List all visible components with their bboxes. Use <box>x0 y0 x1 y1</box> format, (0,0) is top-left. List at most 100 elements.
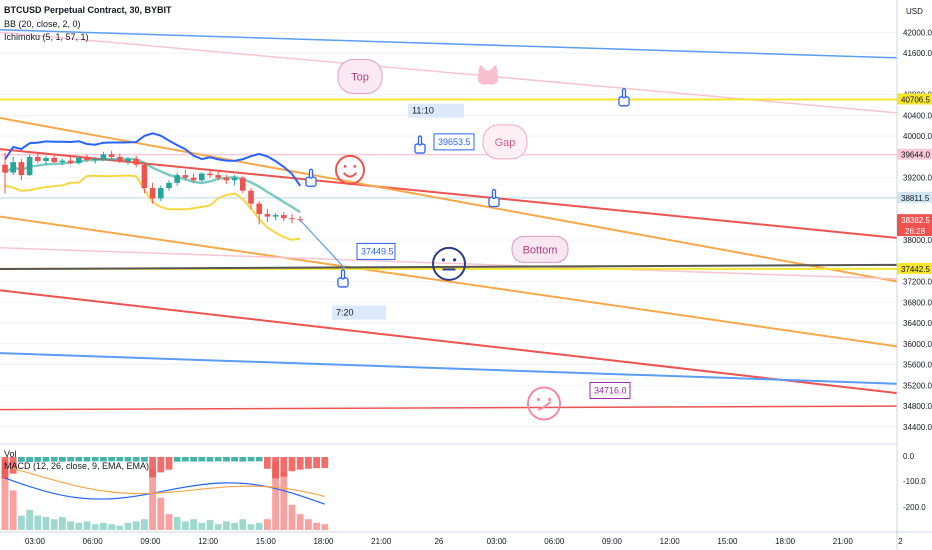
volume-bar <box>59 517 66 530</box>
macd-histogram-bar <box>91 457 99 462</box>
candle-body <box>133 159 139 165</box>
candle-body <box>166 182 172 189</box>
volume-bar <box>108 524 115 530</box>
pointing-hand-icon-finger <box>491 188 497 200</box>
macd-histogram-bar <box>59 457 66 462</box>
volume-bar <box>26 509 33 530</box>
wry-face-icon-eye-left <box>536 397 541 402</box>
price-tick-label: 36000.0 <box>903 340 932 349</box>
candle-body <box>51 157 57 163</box>
bb-legend[interactable]: BB (20, close, 2, 0) <box>4 19 81 29</box>
candle-body <box>174 175 180 183</box>
macd-histogram-bar <box>18 457 25 462</box>
candle-body <box>2 164 8 173</box>
candle-body <box>190 177 197 181</box>
volume-bar <box>296 514 304 530</box>
price-tick-label: 41600.0 <box>903 49 932 58</box>
price-tick-label: 36800.0 <box>903 298 932 307</box>
candle-body <box>256 203 262 215</box>
wry-face-icon-eye-right <box>548 397 552 402</box>
pointing-hand-icon-finger <box>340 269 346 280</box>
volume-bar <box>83 521 91 530</box>
pointing-hand-icon <box>488 188 500 208</box>
neutral-face-icon-eye-right <box>453 258 457 262</box>
time-1110-label: 11:10 <box>412 106 434 116</box>
candle-body <box>223 177 230 181</box>
bb-upper-band <box>4 132 302 187</box>
macd-histogram-bar <box>272 457 279 479</box>
volume-bar <box>214 524 222 530</box>
macd-histogram-bar <box>116 457 124 462</box>
volume-bar <box>190 519 197 530</box>
symbol-title[interactable]: BTCUSD Perpetual Contract, 30, BYBIT <box>4 5 172 15</box>
time-tick-label: 26 <box>434 537 443 546</box>
candle-body <box>207 173 213 176</box>
ichimoku-legend[interactable]: Ichimoku (5, 1, 57, 1) <box>4 32 89 42</box>
annotations[interactable]: Top Gap Bottom 39653.5 37449.5 34716.0 11:10 7:… <box>299 58 631 421</box>
happy-face-icon <box>335 154 365 185</box>
volume-bar <box>165 514 173 530</box>
volume-bar <box>9 490 17 530</box>
macd-signal-line <box>4 465 325 498</box>
price-badge-label: 38811.5 <box>901 194 930 203</box>
blue-trend-line-bottom <box>0 352 898 385</box>
volume-bar <box>206 519 214 530</box>
red-support-line <box>0 405 898 411</box>
time-tick-label: 09:00 <box>602 537 623 546</box>
macd-histogram-bar <box>182 457 189 462</box>
pointing-hand-icon-finger <box>308 168 314 179</box>
time-tick-label: 03:00 <box>487 537 508 546</box>
time-axis[interactable]: 03:00 06:00 09:00 12:00 15:00 18:00 21:00 26 03:… <box>25 537 903 546</box>
candle-body <box>281 215 287 219</box>
top-label: Top <box>351 71 369 83</box>
macd-legend[interactable]: MACD (12, 26, close, 9, EMA, EMA) <box>4 461 150 471</box>
macd-histogram-bar <box>206 457 214 462</box>
macd-histogram-bar <box>239 457 247 462</box>
blue-trend-line-top <box>0 29 898 59</box>
price-tick-label: 42000.0 <box>903 28 932 37</box>
red-trend-line-upper <box>0 148 898 239</box>
macd-tick-label: -100.0 <box>903 477 926 486</box>
macd-histogram-bar <box>149 457 156 478</box>
gap-label: Gap <box>495 137 516 149</box>
candle-body <box>240 177 246 191</box>
candle-body <box>76 157 82 164</box>
vol-legend[interactable]: Vol <box>4 449 17 459</box>
happy-face-icon-mouth <box>342 172 358 178</box>
trend-lines[interactable] <box>0 29 898 411</box>
volume-bar <box>247 524 255 530</box>
candle-body <box>117 156 123 162</box>
macd-histogram-bar <box>288 457 296 472</box>
bottom-label: Bottom <box>523 244 558 256</box>
macd-histogram-bar <box>255 457 263 462</box>
time-tick-label: 18:00 <box>775 537 796 546</box>
candle-body <box>199 173 205 181</box>
macd-histogram-bar <box>108 457 115 462</box>
time-tick-label: 15:00 <box>717 537 738 546</box>
happy-face-icon-eye-right <box>353 165 357 168</box>
gap-bubble <box>482 124 528 160</box>
price-tick-label: 34800.0 <box>903 402 932 411</box>
price-badge-label: 37442.5 <box>901 265 930 274</box>
time-720-box <box>332 305 386 320</box>
orange-trend-line-upper <box>0 117 898 283</box>
price-tick-label: 36400.0 <box>903 319 932 328</box>
candle-body <box>182 175 189 178</box>
macd-histogram-bar <box>42 457 50 462</box>
volume-bar <box>124 522 132 530</box>
candle-body <box>248 190 254 204</box>
macd-histogram-bar <box>83 457 91 462</box>
candle-body <box>59 160 66 163</box>
time-1110-box <box>408 103 464 118</box>
macd-histogram-bar <box>124 457 132 462</box>
wry-face-icon-outline <box>527 386 561 421</box>
neutral-face-icon <box>432 246 466 281</box>
candle-body <box>84 157 90 161</box>
callout-34716-box <box>589 381 631 399</box>
candles[interactable] <box>2 150 303 225</box>
volume-bar <box>50 519 58 530</box>
price-tick-label: 35200.0 <box>903 381 932 390</box>
volume-bar <box>173 517 181 530</box>
